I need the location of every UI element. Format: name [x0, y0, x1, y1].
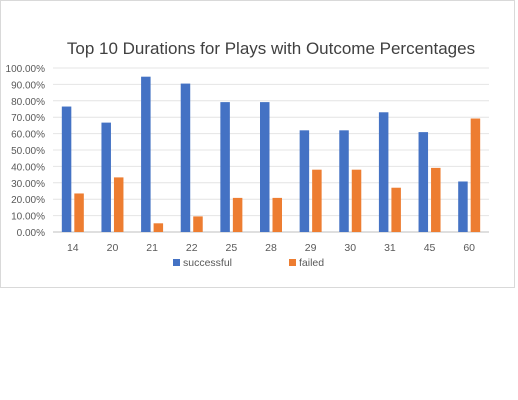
y-tick-label: 90.00% [11, 80, 45, 91]
bar-failed-21 [153, 223, 164, 232]
x-tick-label: 28 [265, 242, 277, 254]
x-tick-label: 20 [107, 242, 119, 254]
x-tick-label: 30 [344, 242, 356, 254]
bar-successful-14 [61, 106, 72, 232]
legend: successful failed [173, 257, 324, 269]
legend-label-failed: failed [299, 257, 324, 269]
bar-failed-45 [431, 167, 441, 232]
y-tick-label: 40.00% [11, 162, 45, 173]
bar-failed-14 [74, 193, 84, 232]
bar-successful-20 [101, 122, 111, 232]
y-tick-label: 0.00% [17, 228, 45, 239]
bar-successful-31 [378, 112, 389, 232]
bar-successful-60 [458, 181, 468, 232]
bars [61, 76, 481, 232]
bar-successful-30 [339, 130, 349, 232]
x-tick-label: 60 [463, 242, 475, 254]
x-tick-label: 45 [424, 242, 436, 254]
bar-successful-22 [180, 83, 191, 232]
chart-frame: Top 10 Durations for Plays with Outcome … [0, 0, 515, 288]
legend-swatch-failed [289, 259, 296, 266]
bar-failed-30 [351, 169, 362, 232]
x-tick-label: 25 [226, 242, 238, 254]
y-axis-ticks: 0.00% 10.00% 20.00% 30.00% 40.00% 50.00% 60.00… [6, 64, 46, 239]
gridlines [53, 67, 489, 233]
y-tick-label: 50.00% [11, 146, 45, 157]
bar-failed-29 [312, 169, 322, 232]
x-tick-label: 21 [146, 242, 158, 254]
bar-successful-25 [220, 102, 230, 232]
x-tick-label: 22 [186, 242, 198, 254]
bar-failed-31 [391, 187, 401, 232]
y-tick-label: 20.00% [11, 195, 45, 206]
x-tick-label: 31 [384, 242, 396, 254]
bar-chart: Top 10 Durations for Plays with Outcome … [6, 39, 489, 269]
bar-successful-28 [260, 102, 270, 232]
bar-failed-60 [470, 118, 481, 232]
bar-failed-22 [193, 216, 203, 232]
x-axis-ticks: 14 20 21 22 25 28 29 30 31 45 60 [67, 242, 475, 254]
y-tick-label: 70.00% [11, 113, 45, 124]
y-tick-label: 80.00% [11, 97, 45, 108]
bar-failed-25 [232, 197, 243, 232]
bar-failed-28 [272, 197, 282, 232]
chart-title: Top 10 Durations for Plays with Outcome … [67, 39, 475, 58]
bar-successful-21 [141, 76, 151, 232]
bar-failed-20 [113, 177, 124, 232]
x-tick-label: 14 [67, 242, 79, 254]
y-tick-label: 30.00% [11, 179, 45, 190]
legend-swatch-successful [173, 259, 180, 266]
y-tick-label: 60.00% [11, 130, 45, 141]
x-tick-label: 29 [305, 242, 317, 254]
bar-successful-29 [299, 130, 310, 232]
legend-label-successful: successful [183, 257, 232, 269]
y-tick-label: 10.00% [11, 212, 45, 223]
bar-successful-45 [418, 132, 429, 232]
y-tick-label: 100.00% [6, 64, 46, 75]
